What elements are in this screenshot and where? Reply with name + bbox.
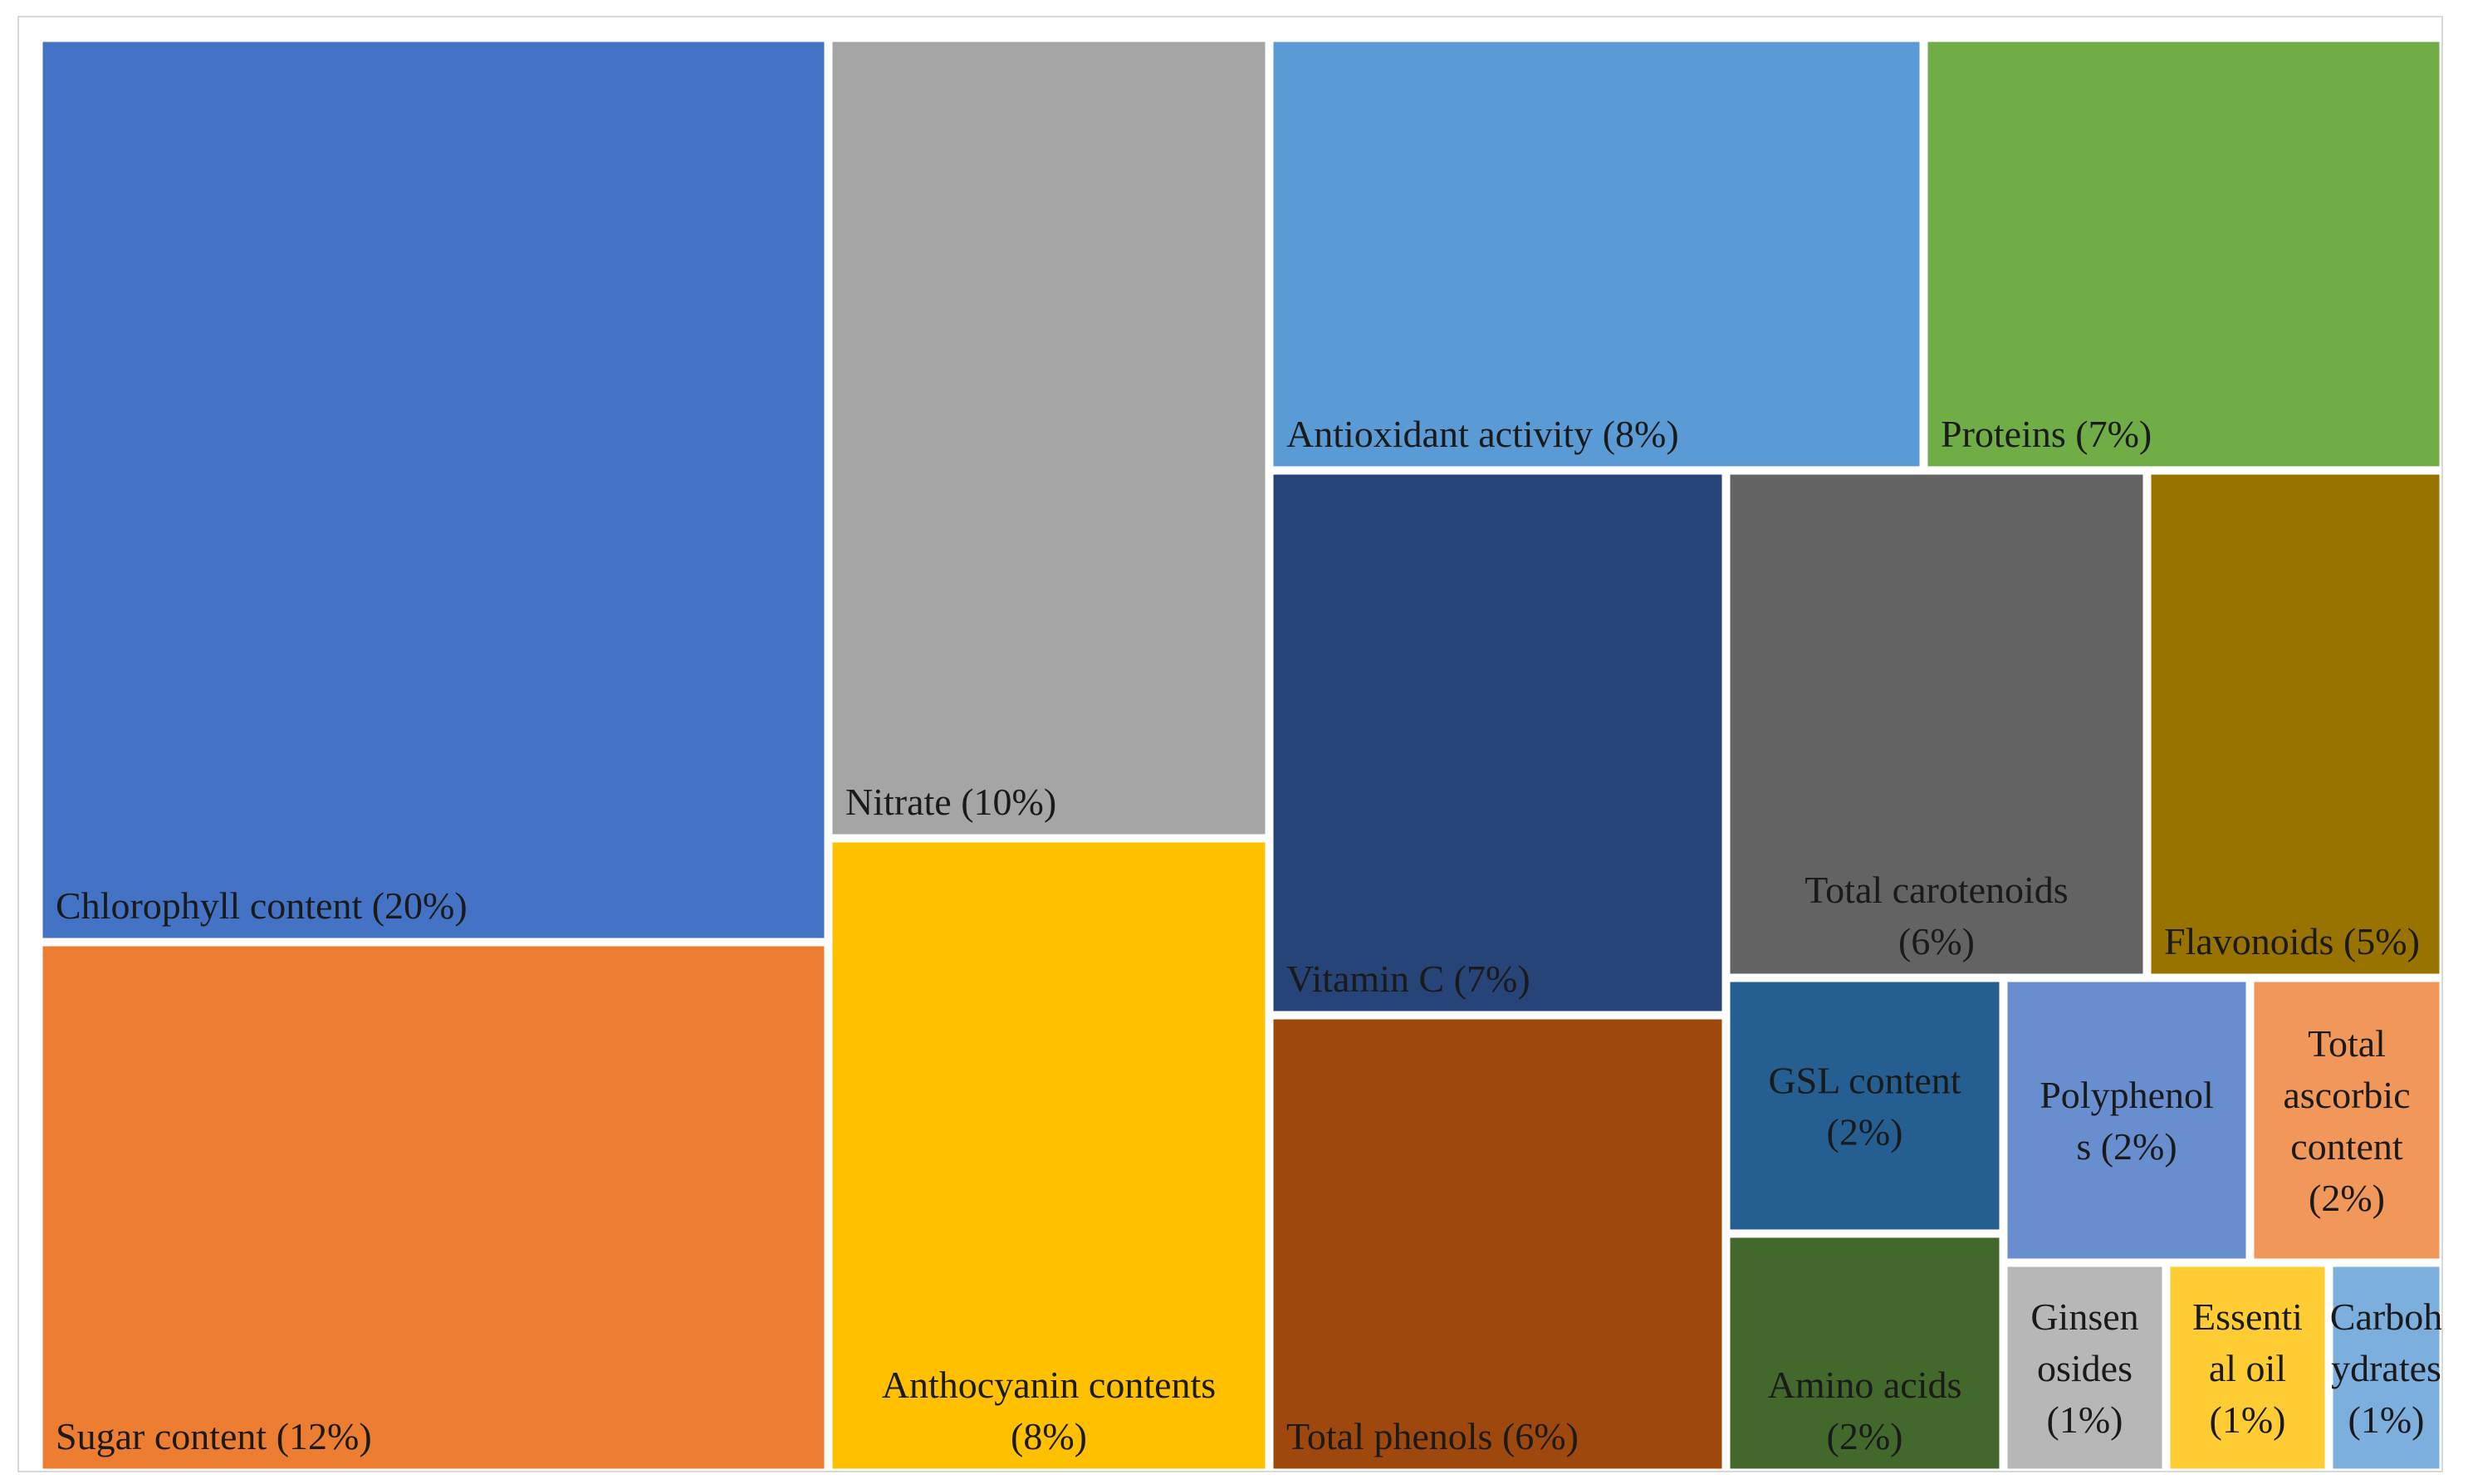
tile-label-total-phenols: Total phenols (6%)	[1286, 1415, 1579, 1457]
tile-label-antioxidant-activity: Antioxidant activity (8%)	[1286, 413, 1679, 455]
treemap-chart: Chlorophyll content (20%) Sugar content (…	[38, 37, 2441, 1471]
tile-label-vitamin-c: Vitamin C (7%)	[1286, 957, 1530, 1000]
tile-label-line: Chlorophyll content (20%)	[56, 884, 468, 927]
tile-rect-amino-acids	[1726, 1233, 2004, 1471]
tile-rect-total-carotenoids	[1726, 470, 2147, 978]
tile-label-line: Vitamin C (7%)	[1286, 957, 1530, 1000]
tile-label-chlorophyll-content: Chlorophyll content (20%)	[56, 884, 468, 927]
tile-rect-chlorophyll-content	[38, 37, 829, 943]
tile-label-line: Total carotenoids	[1804, 869, 2068, 911]
tile-total-phenols: Total phenols (6%)	[1269, 1015, 1726, 1471]
tile-rect-flavonoids	[2147, 470, 2441, 978]
tile-label-line: Essenti	[2192, 1295, 2303, 1338]
tile-label-line: content	[2290, 1125, 2403, 1168]
tile-vitamin-c: Vitamin C (7%)	[1269, 470, 1726, 1016]
tile-sugar-content: Sugar content (12%)	[38, 942, 829, 1471]
tile-polyphenols: Polyphenol s (2%)	[2003, 977, 2250, 1263]
tile-label-line: (2%)	[1827, 1111, 1903, 1153]
tile-antioxidant-activity: Antioxidant activity (8%)	[1269, 37, 1924, 471]
tile-gsl-content: GSL content (2%)	[1726, 977, 2004, 1234]
tile-label-nitrate: Nitrate (10%)	[845, 781, 1056, 823]
tile-label-line: (1%)	[2047, 1398, 2123, 1441]
tile-label-line: ydrates	[2331, 1347, 2441, 1389]
tile-rect-gsl-content	[1726, 977, 2004, 1234]
tile-rect-vitamin-c	[1269, 470, 1726, 1016]
tile-label-line: Amino acids	[1768, 1364, 1962, 1406]
tile-label-line: (1%)	[2348, 1398, 2425, 1441]
tile-rect-proteins	[1923, 37, 2441, 471]
tile-rect-sugar-content	[38, 942, 829, 1471]
tile-rect-polyphenols	[2003, 977, 2250, 1263]
tile-label-line: Proteins (7%)	[1941, 413, 2152, 455]
tile-label-line: Polyphenol	[2040, 1074, 2214, 1116]
tile-essential-oil: Essenti al oil (1%)	[2166, 1262, 2329, 1471]
tile-label-line: Sugar content (12%)	[56, 1415, 372, 1457]
tile-total-carotenoids: Total carotenoids (6%)	[1726, 470, 2147, 978]
tile-label-carbohydrates: Carboh ydrates (1%)	[2330, 1295, 2441, 1441]
tile-label-sugar-content: Sugar content (12%)	[56, 1415, 372, 1457]
tile-rect-essential-oil	[2166, 1262, 2329, 1471]
tile-label-line: osides	[2037, 1347, 2133, 1389]
tile-label-line: Antioxidant activity (8%)	[1286, 413, 1679, 455]
tile-rect-nitrate	[828, 37, 1270, 839]
tile-label-line: ascorbic	[2283, 1074, 2410, 1116]
tile-label-total-carotenoids: Total carotenoids (6%)	[1804, 869, 2068, 962]
tile-label-line: (2%)	[2309, 1177, 2385, 1219]
tile-label-polyphenols: Polyphenol s (2%)	[2040, 1074, 2214, 1168]
tile-label-flavonoids: Flavonoids (5%)	[2164, 920, 2420, 962]
tile-label-line: (2%)	[1827, 1415, 1903, 1457]
tile-label-amino-acids: Amino acids (2%)	[1768, 1364, 1962, 1457]
tile-amino-acids: Amino acids (2%)	[1726, 1233, 2004, 1471]
tile-label-line: Total phenols (6%)	[1286, 1415, 1579, 1457]
tile-label-line: s (2%)	[2076, 1125, 2177, 1168]
tile-rect-antioxidant-activity	[1269, 37, 1924, 471]
tile-label-ginsenosides: Ginsen osides (1%)	[2030, 1295, 2138, 1441]
tile-label-line: GSL content	[1768, 1060, 1961, 1102]
tile-label-proteins: Proteins (7%)	[1941, 413, 2152, 455]
tile-ginsenosides: Ginsen osides (1%)	[2003, 1262, 2167, 1471]
tile-rect-ginsenosides	[2003, 1262, 2167, 1471]
tile-label-line: Carboh	[2330, 1295, 2441, 1338]
tile-rect-total-ascorbic-content	[2250, 977, 2441, 1263]
tile-chlorophyll-content: Chlorophyll content (20%)	[38, 37, 829, 943]
tile-label-line: (8%)	[1011, 1415, 1087, 1457]
tile-label-gsl-content: GSL content (2%)	[1768, 1060, 1961, 1153]
tile-total-ascorbic-content: Total ascorbic content (2%)	[2250, 977, 2441, 1263]
tile-rect-total-phenols	[1269, 1015, 1726, 1471]
tile-rect-anthocyanin-contents	[828, 838, 1270, 1471]
tile-label-line: Total	[2308, 1022, 2386, 1065]
tile-anthocyanin-contents: Anthocyanin contents (8%)	[828, 838, 1270, 1471]
tile-label-essential-oil: Essenti al oil (1%)	[2192, 1295, 2303, 1441]
tile-label-line: (1%)	[2210, 1398, 2286, 1441]
tile-label-total-ascorbic-content: Total ascorbic content (2%)	[2283, 1022, 2410, 1219]
tile-label-line: al oil	[2209, 1347, 2286, 1389]
tile-label-line: (6%)	[1898, 920, 1975, 962]
tile-rect-carbohydrates	[2328, 1262, 2441, 1471]
chart-area: Chlorophyll content (20%) Sugar content (…	[17, 16, 2443, 1472]
tile-carbohydrates: Carboh ydrates (1%)	[2328, 1262, 2441, 1471]
tile-label-line: Anthocyanin contents	[882, 1364, 1216, 1406]
tile-label-line: Nitrate (10%)	[845, 781, 1056, 823]
tile-label-anthocyanin-contents: Anthocyanin contents (8%)	[882, 1364, 1216, 1457]
tile-label-line: Flavonoids (5%)	[2164, 920, 2420, 962]
tile-nitrate: Nitrate (10%)	[828, 37, 1270, 839]
tile-proteins: Proteins (7%)	[1923, 37, 2441, 471]
tile-label-line: Ginsen	[2030, 1295, 2138, 1338]
tile-flavonoids: Flavonoids (5%)	[2147, 470, 2441, 978]
